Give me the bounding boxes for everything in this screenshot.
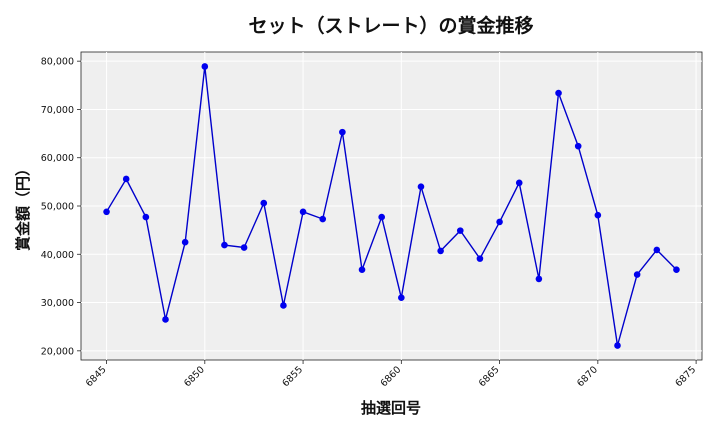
data-point	[437, 247, 444, 255]
data-point	[142, 213, 150, 221]
data-point	[496, 218, 503, 226]
data-point	[181, 238, 189, 246]
data-point	[574, 142, 582, 150]
data-point	[319, 215, 327, 223]
x-tick-label: 6855	[280, 364, 305, 389]
y-tick-label: 80,000	[41, 57, 74, 68]
x-axis-ticks: 6845 6850 6855 6860 6865 6870 6875	[84, 360, 698, 389]
y-tick-label: 60,000	[41, 153, 74, 164]
chart-title: セット（ストレート）の賞金推移	[248, 14, 533, 37]
y-tick-label: 30,000	[41, 298, 74, 309]
data-point	[555, 89, 562, 97]
x-tick-label: 6865	[477, 364, 502, 389]
y-tick-label: 20,000	[41, 346, 74, 357]
data-point	[456, 227, 464, 234]
data-point	[614, 342, 621, 349]
data-point	[535, 275, 543, 283]
data-point	[398, 294, 405, 302]
data-point	[299, 208, 307, 216]
data-point	[594, 211, 602, 219]
y-tick-label: 40,000	[41, 250, 74, 261]
y-tick-label: 50,000	[41, 202, 74, 213]
y-tick-label: 70,000	[41, 105, 74, 116]
grid-lines	[81, 52, 702, 360]
data-point	[201, 63, 209, 70]
data-point	[103, 208, 110, 216]
data-point	[673, 266, 680, 274]
data-point	[653, 246, 661, 254]
data-point	[280, 302, 287, 309]
x-tick-label: 6870	[575, 364, 600, 389]
data-point	[240, 244, 248, 251]
data-point	[339, 128, 346, 136]
data-point	[476, 255, 484, 262]
series-line-group	[103, 63, 680, 349]
data-point	[358, 266, 366, 274]
data-point	[515, 179, 523, 187]
data-point	[417, 183, 425, 190]
data-point	[221, 241, 228, 249]
data-point	[162, 316, 169, 323]
y-axis-label: 賞金額（円）	[14, 161, 32, 251]
data-point	[260, 199, 268, 207]
x-axis-label: 抽選回号	[361, 399, 421, 417]
data-point	[378, 213, 385, 221]
x-tick-label: 6850	[182, 364, 207, 389]
x-tick-label: 6875	[673, 364, 698, 389]
data-point	[633, 271, 641, 278]
x-tick-label: 6860	[379, 364, 404, 389]
x-tick-label: 6845	[84, 364, 109, 389]
series-line	[105, 66, 677, 346]
data-point	[122, 175, 130, 183]
y-axis-ticks: 20,000 30,000 40,000 50,000 60,000 70,000 80,0…	[41, 57, 81, 357]
